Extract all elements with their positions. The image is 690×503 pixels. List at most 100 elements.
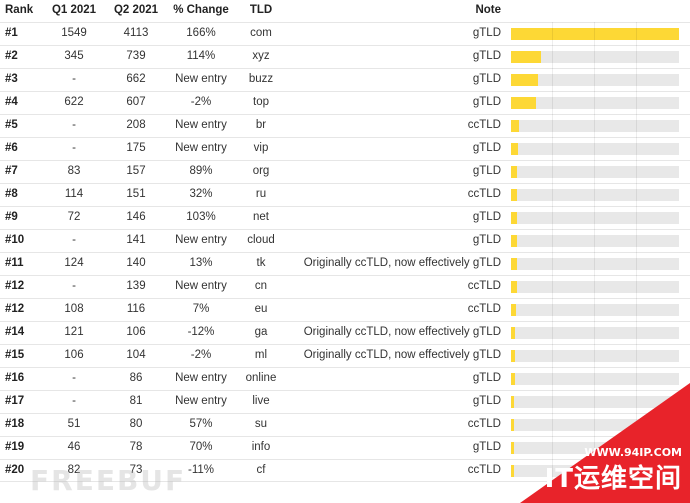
q1-cell: - — [72, 280, 76, 292]
q1-cell: 114 — [64, 188, 84, 200]
pct-change-cell: 103% — [186, 211, 216, 223]
bar-track — [511, 258, 679, 270]
note-cell: gTLD — [472, 96, 501, 108]
header-pct-change: % Change — [173, 4, 229, 16]
tld-cell: su — [254, 418, 268, 430]
note-cell: ccTLD — [467, 418, 501, 430]
bar — [511, 120, 520, 132]
bar — [511, 28, 679, 40]
q1-cell: 345 — [64, 50, 84, 62]
pct-change-cell: 7% — [192, 303, 210, 315]
q1-cell: - — [72, 119, 76, 131]
q2-cell: 607 — [126, 96, 146, 108]
rank-cell: #20 — [5, 464, 25, 476]
tld-cell: net — [253, 211, 269, 223]
note-cell: Originally ccTLD, now effectively gTLD — [303, 257, 501, 269]
q1-cell: - — [72, 234, 76, 246]
pct-change-cell: -11% — [188, 464, 214, 476]
bar — [511, 235, 517, 247]
table-row: #5 - 208 New entry br ccTLD — [0, 114, 690, 137]
pct-change-cell: 114% — [186, 50, 216, 62]
bar — [511, 74, 539, 86]
bar-track — [511, 327, 679, 339]
bar — [511, 350, 516, 362]
gridline — [552, 22, 553, 490]
table-row: #6 - 175 New entry vip gTLD — [0, 137, 690, 160]
rank-cell: #6 — [5, 142, 18, 154]
tld-cell: info — [251, 441, 271, 453]
table-row: #9 72 146 103% net gTLD — [0, 206, 690, 229]
freebuf-watermark: FREEBUF — [30, 464, 187, 497]
header-tld: TLD — [249, 4, 273, 16]
bar-track — [511, 74, 679, 86]
q1-cell: 121 — [64, 326, 84, 338]
bar-track — [511, 28, 679, 40]
q2-cell: 157 — [126, 165, 146, 177]
table-row: #3 - 662 New entry buzz gTLD — [0, 68, 690, 91]
pct-change-cell: 89% — [189, 165, 213, 177]
header-note: Note — [475, 4, 501, 16]
q2-cell: 78 — [129, 441, 143, 453]
table-row: #12 108 116 7% eu ccTLD — [0, 298, 690, 321]
bar-track — [511, 189, 679, 201]
note-cell: gTLD — [472, 234, 501, 246]
table-row: #11 124 140 13% tk Originally ccTLD, now effe… — [0, 252, 690, 275]
q1-cell: 1549 — [61, 27, 87, 39]
note-cell: gTLD — [472, 372, 501, 384]
rank-cell: #16 — [5, 372, 25, 384]
tld-cell: ga — [254, 326, 268, 338]
bar — [511, 212, 517, 224]
tld-cell: eu — [254, 303, 268, 315]
tld-cell: buzz — [248, 73, 274, 85]
bar — [511, 166, 518, 178]
rank-cell: #2 — [5, 50, 18, 62]
bar-track — [511, 281, 679, 293]
site-badge-name: IT运维空间 — [544, 464, 682, 494]
note-cell: gTLD — [472, 441, 501, 453]
pct-change-cell: New entry — [175, 372, 227, 384]
bar-track — [511, 350, 679, 362]
note-cell: gTLD — [472, 27, 501, 39]
rank-cell: #12 — [5, 280, 25, 292]
q1-cell: 622 — [64, 96, 84, 108]
bar-track — [511, 51, 679, 63]
note-cell: Originally ccTLD, now effectively gTLD — [303, 349, 501, 361]
tld-cell: xyz — [252, 50, 270, 62]
pct-change-cell: 166% — [186, 27, 216, 39]
pct-change-cell: New entry — [175, 142, 227, 154]
bar-track — [511, 97, 679, 109]
note-cell: ccTLD — [467, 119, 501, 131]
site-badge-url: WWW.94IP.COM — [584, 446, 682, 459]
q1-cell: 124 — [64, 257, 84, 269]
tld-cell: tk — [256, 257, 266, 269]
header-q2: Q2 2021 — [113, 4, 159, 16]
q1-cell: 51 — [67, 418, 81, 430]
bar — [511, 327, 516, 339]
rank-cell: #3 — [5, 73, 18, 85]
pct-change-cell: -12% — [187, 326, 215, 338]
pct-change-cell: 32% — [189, 188, 213, 200]
q2-cell: 116 — [126, 303, 146, 315]
tld-cell: org — [252, 165, 270, 177]
q1-cell: 82 — [67, 464, 81, 476]
bar — [511, 419, 515, 431]
bar — [511, 51, 542, 63]
note-cell: gTLD — [472, 50, 501, 62]
q2-cell: 4113 — [123, 27, 149, 39]
bar-track — [511, 235, 679, 247]
table-row: #10 - 141 New entry cloud gTLD — [0, 229, 690, 252]
note-cell: ccTLD — [467, 464, 501, 476]
tld-cell: ml — [254, 349, 268, 361]
rank-cell: #17 — [5, 395, 25, 407]
tld-cell: ru — [255, 188, 267, 200]
rank-cell: #14 — [5, 326, 25, 338]
q2-cell: 86 — [129, 372, 143, 384]
table-row: #8 114 151 32% ru ccTLD — [0, 183, 690, 206]
rank-cell: #10 — [5, 234, 25, 246]
note-cell: gTLD — [472, 73, 501, 85]
pct-change-cell: -2% — [190, 349, 212, 361]
bar — [511, 304, 516, 316]
table-row: #14 121 106 -12% ga Originally ccTLD, now eff… — [0, 321, 690, 344]
q1-cell: 46 — [67, 441, 81, 453]
rank-cell: #12 — [5, 303, 25, 315]
